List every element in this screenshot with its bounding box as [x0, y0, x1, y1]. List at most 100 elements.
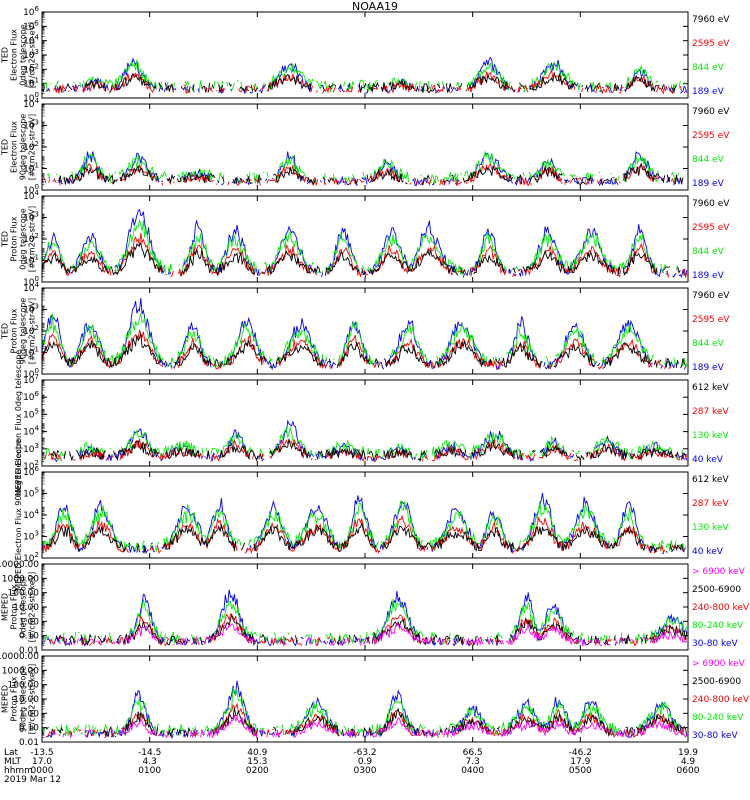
plot-frame [41, 563, 689, 651]
legend-entry: 189 eV [692, 87, 725, 97]
y-tick-label: 102 [23, 459, 39, 472]
y-tick-label: 103 [23, 119, 39, 132]
y-axis-label: MEPED Electron Flux 90deg telescope [14, 439, 23, 591]
legend-entry: 40 keV [692, 455, 724, 465]
y-tick-label: 103 [23, 530, 39, 543]
panel-4: 100 101 102 103 104 TED Proton Flux 90deg teles… [1, 281, 731, 380]
legend-entry: 7960 eV [692, 291, 730, 301]
y-axis-label-line: Electron Flux [10, 29, 19, 81]
plot-frame [41, 195, 689, 283]
trace [41, 707, 688, 738]
legend-entry: 844 eV [692, 63, 725, 73]
y-tick-label: 106 [23, 5, 39, 18]
time-axis-value: 0000 [31, 766, 54, 776]
legend-entry: 7960 eV [692, 107, 730, 117]
legend-entry: 30-80 keV [692, 731, 738, 741]
legend-entry: 189 eV [692, 363, 725, 373]
y-axis-label-line: Proton Flux [10, 584, 19, 629]
legend-entry: 2595 eV [692, 315, 730, 325]
y-tick-label: 102 [23, 232, 39, 245]
y-tick-label: 106 [23, 390, 39, 403]
y-tick-label: 101 [23, 162, 39, 175]
y-tick-label: 0.01 [19, 646, 39, 656]
y-tick-label: 104 [23, 189, 39, 202]
y-tick-label: 107 [23, 373, 39, 386]
trace [41, 333, 686, 370]
time-axis-value: 0400 [461, 766, 484, 776]
trace [44, 598, 688, 646]
trace [41, 589, 688, 647]
series-2500-6900 [41, 707, 688, 738]
y-tick-label: 1.00 [19, 709, 39, 719]
legend-entry: 2595 eV [692, 39, 730, 49]
series-80-240-kev [44, 598, 688, 646]
legend-entry: > 6900 keV [692, 567, 746, 577]
y-tick-label: 104 [23, 508, 39, 521]
legend-entry: 7960 eV [692, 15, 730, 25]
series-844-ev [42, 220, 687, 276]
panel-7: 0.01 0.10 1.00 10.00 100.00 1000.00 10000.00 ME… [0, 560, 750, 656]
date-label: 2019 Mar 12 [4, 775, 61, 785]
y-tick-label: 102 [23, 140, 39, 153]
legend-entry: 844 eV [692, 339, 725, 349]
y-tick-label: 1.00 [19, 617, 39, 627]
y-axis-label-line: MEPED [1, 593, 10, 621]
y-tick-label: 10000.00 [0, 560, 39, 570]
y-tick-label: 104 [23, 425, 39, 438]
time-axis-value: 15.3 [247, 757, 267, 767]
time-axis-value: 17.0 [32, 757, 52, 767]
time-axis-value: 17.9 [570, 757, 590, 767]
y-axis-label-line: Proton Flux [10, 308, 19, 353]
y-axis-label-line: [#/cm2-s-str-eV] [28, 22, 37, 88]
time-axis-value: 66.5 [463, 748, 483, 758]
time-axis-value: 0500 [569, 766, 592, 776]
plot-frame [41, 11, 689, 99]
y-axis-label: MEPED Proton Flux 90deg telescope [#/cm2-s-… [1, 664, 37, 735]
trace [50, 438, 687, 463]
series-2595-ev [41, 329, 686, 370]
series-30-80-kev [41, 589, 688, 647]
trace [41, 232, 688, 279]
y-tick-label: 0.10 [19, 724, 39, 734]
y-axis-label-line: [#/cm2-s-str-eV] [28, 114, 37, 180]
legend-entry: > 6900 keV [692, 659, 746, 669]
trace [42, 220, 687, 276]
series-2595-ev [48, 68, 686, 95]
y-axis-label-line: Proton Flux [10, 216, 19, 261]
y-axis-label-line: [#/cm2-s-str-keV] [28, 572, 37, 643]
time-axis-value: -46.2 [569, 748, 592, 758]
time-axis-value: 0100 [138, 766, 161, 776]
y-axis-label-line: Electron Flux [10, 121, 19, 173]
series-130-kev [43, 500, 687, 551]
y-tick-label: 101 [23, 346, 39, 359]
y-tick-label: 102 [23, 551, 39, 564]
time-axis-value: -14.5 [138, 748, 161, 758]
plot-frame [41, 471, 689, 559]
y-tick-label: 103 [23, 442, 39, 455]
legend-entry: 80-240 keV [692, 621, 744, 631]
y-axis-label-line: TED [1, 231, 10, 248]
y-tick-label: 102 [23, 324, 39, 337]
legend-entry: 7960 eV [692, 199, 730, 209]
y-axis-label-line: TED [1, 323, 10, 340]
y-axis-label-line: 0deg telescope [19, 24, 28, 85]
y-axis-label-line: MEPED [1, 685, 10, 713]
time-axis-row-label: hhmm [4, 766, 33, 776]
y-tick-label: 100 [23, 275, 39, 288]
legend-entry: 189 eV [692, 179, 725, 189]
plot-frame [41, 103, 689, 191]
plot-frame [41, 287, 689, 375]
y-axis-label: TED Electron Flux 90deg telescope [#/cm2-s-… [1, 114, 37, 181]
y-tick-label: 106 [23, 465, 39, 478]
legend-entry: 844 eV [692, 247, 725, 257]
legend-entry: 189 eV [692, 271, 725, 281]
y-tick-label: 103 [23, 48, 39, 61]
time-axis-row-label: MLT [4, 757, 22, 767]
y-axis-label-line: TED [1, 139, 10, 156]
y-tick-label: 0.10 [19, 632, 39, 642]
figure-title: NOAA19 [351, 0, 399, 13]
legend-entry: 844 eV [692, 155, 725, 165]
y-axis-label: TED Proton Flux 90deg telescope [#/cm2-s-st… [1, 298, 37, 365]
